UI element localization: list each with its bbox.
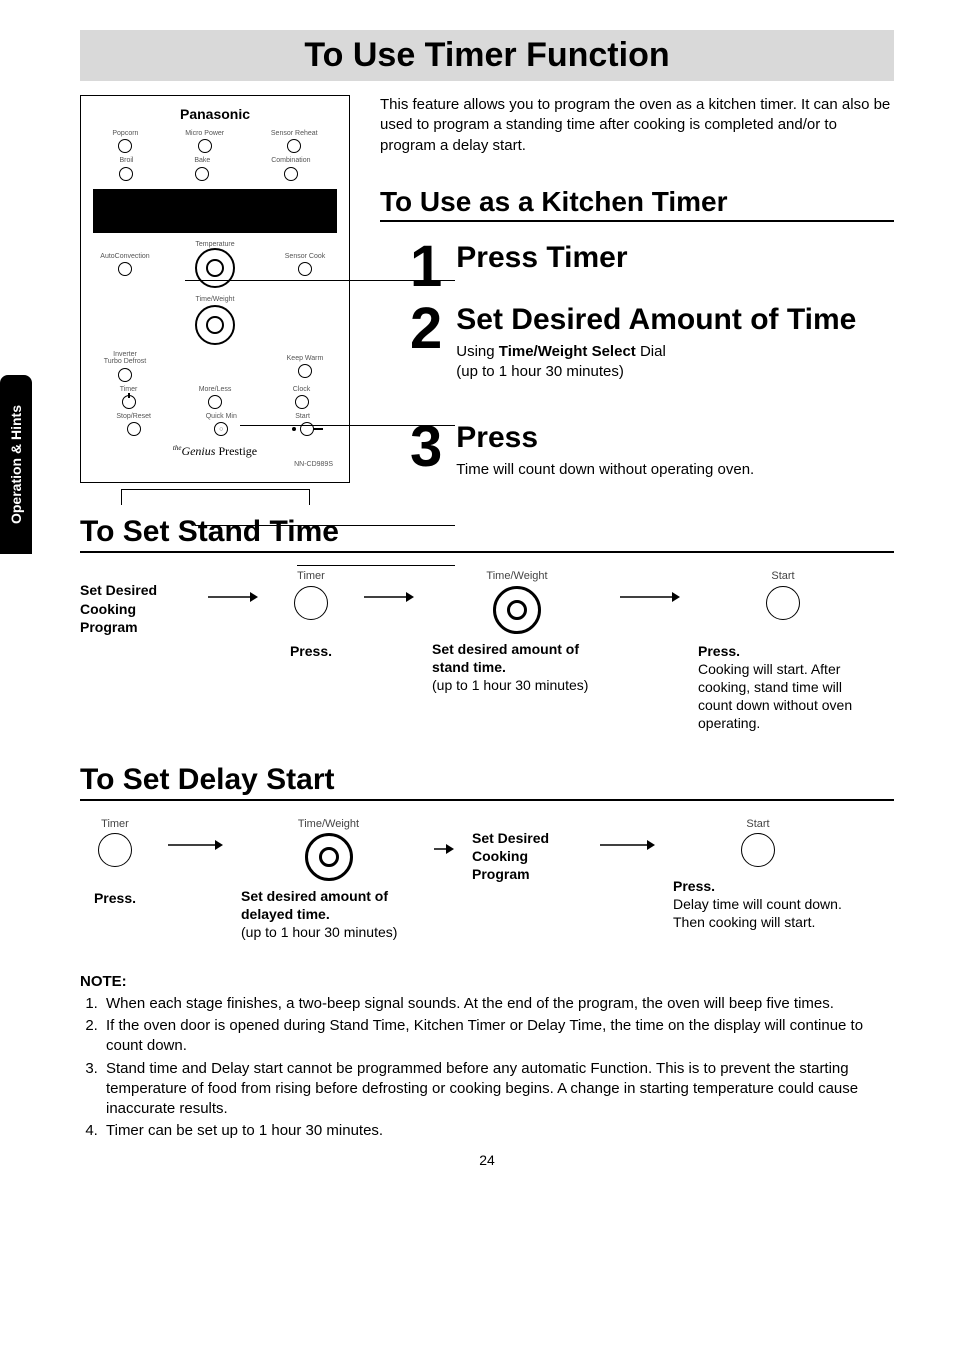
btn-label: Temperature xyxy=(195,241,234,248)
flow-caption: Press. xyxy=(290,643,332,659)
time-weight-dial-icon xyxy=(195,305,235,345)
timer-button-icon xyxy=(294,586,328,620)
button-icon: ○ xyxy=(214,422,228,436)
dial-icon xyxy=(493,586,541,634)
btn-label: Quick Min xyxy=(206,413,237,420)
step-number: 1 xyxy=(410,244,442,290)
stand-time-heading: To Set Stand Time xyxy=(80,515,894,553)
flow-label: Timer xyxy=(80,817,150,831)
arrow-icon xyxy=(600,839,655,851)
flow-step-text: Set Desired Cooking Program xyxy=(80,581,190,636)
flow-label: Start xyxy=(673,817,843,831)
btn-label: Start xyxy=(295,413,310,420)
button-icon xyxy=(287,139,301,153)
arrow-icon xyxy=(208,591,258,603)
notes-section: NOTE: When each stage finishes, a two-be… xyxy=(80,972,894,1142)
btn-label: Inverter Turbo Defrost xyxy=(104,351,147,365)
btn-label: Popcorn xyxy=(112,130,138,137)
page-number: 24 xyxy=(80,1152,894,1168)
arrow-icon xyxy=(620,591,680,603)
step-title: Press xyxy=(456,422,894,454)
step-number: 3 xyxy=(410,424,442,470)
btn-label: Keep Warm xyxy=(287,355,324,362)
flow-label: Time/Weight xyxy=(432,569,602,583)
delay-start-heading: To Set Delay Start xyxy=(80,763,894,801)
flow-caption: (up to 1 hour 30 minutes) xyxy=(241,924,397,940)
button-icon xyxy=(127,422,141,436)
flow-label: Timer xyxy=(276,569,346,583)
button-icon xyxy=(298,262,312,276)
button-icon xyxy=(208,395,222,409)
button-icon xyxy=(284,167,298,181)
flow-caption: (up to 1 hour 30 minutes) xyxy=(432,677,588,693)
note-item: Stand time and Delay start cannot be pro… xyxy=(102,1059,894,1120)
btn-label: Combination xyxy=(271,157,310,164)
prestige-logo: theGenius Prestige xyxy=(89,444,341,459)
flow-step-text: Set Desired Cooking Program xyxy=(472,829,582,884)
door-outline xyxy=(121,489,310,505)
timer-button-icon xyxy=(98,833,132,867)
button-icon xyxy=(198,139,212,153)
step-number: 2 xyxy=(410,306,442,352)
arrow-icon xyxy=(364,591,414,603)
page: To Use Timer Function Panasonic Popcorn … xyxy=(0,0,954,1198)
button-icon xyxy=(118,139,132,153)
button-icon xyxy=(118,368,132,382)
btn-label: AutoConvection xyxy=(100,253,149,260)
intro-text: This feature allows you to program the o… xyxy=(380,95,894,156)
notes-heading: NOTE: xyxy=(80,972,894,992)
model-number: NN-CD989S xyxy=(89,461,341,468)
start-button-icon xyxy=(741,833,775,867)
flow-caption-bold: Set desired amount of stand time. xyxy=(432,641,579,675)
button-icon xyxy=(118,262,132,276)
lead-line xyxy=(195,525,455,526)
btn-label: Broil xyxy=(119,157,133,164)
flow-caption: Press. xyxy=(94,890,136,906)
step-subtext: Using Time/Weight Select Dial(up to 1 ho… xyxy=(456,342,894,383)
btn-label: Clock xyxy=(293,386,311,393)
display-screen xyxy=(93,189,337,233)
dial-icon xyxy=(305,833,353,881)
arrow-icon xyxy=(434,843,454,855)
arrow-icon xyxy=(168,839,223,851)
flow-caption: Cooking will start. After cooking, stand… xyxy=(698,661,852,732)
btn-label: Sensor Cook xyxy=(285,253,325,260)
step-title: Press Timer xyxy=(456,242,894,274)
step-title: Set Desired Amount of Time xyxy=(456,304,894,336)
prestige-main: Genius xyxy=(181,444,215,458)
note-item: When each stage finishes, a two-beep sig… xyxy=(102,994,894,1014)
btn-label: More/Less xyxy=(199,386,232,393)
button-icon xyxy=(298,364,312,378)
start-led-icon xyxy=(292,427,296,431)
step-subtext: Time will count down without operating o… xyxy=(456,460,894,480)
dial-label: Time/Weight xyxy=(89,296,341,303)
title-banner: To Use Timer Function xyxy=(80,30,894,81)
timer-button-icon xyxy=(122,395,136,409)
lead-line xyxy=(297,565,455,566)
side-tab: Operation & Hints xyxy=(0,375,32,554)
button-icon xyxy=(195,167,209,181)
flow-caption-bold: Press. xyxy=(698,643,740,659)
btn-label: Stop/Reset xyxy=(116,413,151,420)
flow-label: Start xyxy=(698,569,868,583)
prestige-suffix: Prestige xyxy=(218,444,257,458)
btn-label: Bake xyxy=(194,157,210,164)
flow-caption-bold: Set desired amount of delayed time. xyxy=(241,888,388,922)
note-item: If the oven door is opened during Stand … xyxy=(102,1016,894,1057)
temperature-dial-icon xyxy=(195,248,235,288)
page-title: To Use Timer Function xyxy=(80,36,894,75)
flow-caption-bold: Press. xyxy=(673,878,715,894)
note-item: Timer can be set up to 1 hour 30 minutes… xyxy=(102,1121,894,1141)
btn-label: Timer xyxy=(120,386,138,393)
start-button-icon xyxy=(766,586,800,620)
flow-label: Time/Weight xyxy=(241,817,416,831)
kitchen-timer-heading: To Use as a Kitchen Timer xyxy=(380,186,894,222)
button-icon xyxy=(119,167,133,181)
flow-caption: Delay time will count down. Then cooking… xyxy=(673,896,842,930)
btn-label: Micro Power xyxy=(185,130,224,137)
button-icon xyxy=(295,395,309,409)
btn-label: Sensor Reheat xyxy=(271,130,318,137)
brand-logo: Panasonic xyxy=(89,106,341,122)
